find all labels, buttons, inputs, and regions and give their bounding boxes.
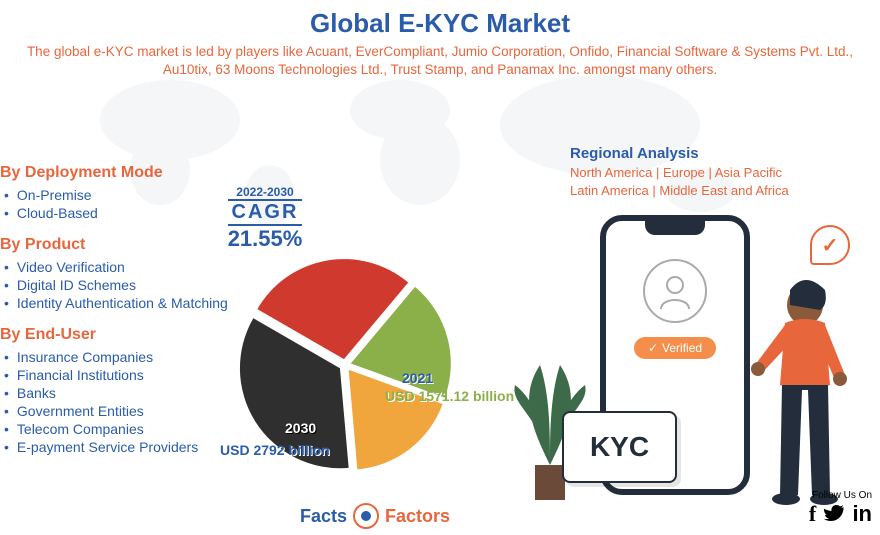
category-item: Video Verification	[0, 258, 250, 276]
pie-label-2021-val: USD 1571.12 billion	[385, 388, 514, 404]
brand-logo-icon	[348, 498, 385, 535]
verified-label: Verified	[662, 341, 702, 355]
category-item: Banks	[0, 384, 250, 402]
regional-line2: Latin America | Middle East and Africa	[570, 183, 850, 198]
brand-facts: Facts	[300, 506, 347, 527]
follow-us: Follow Us On f in	[807, 490, 872, 527]
category-header: By Deployment Mode	[0, 164, 250, 182]
category-header: By End-User	[0, 326, 250, 344]
category-list: Video VerificationDigital ID SchemesIden…	[0, 258, 250, 312]
page-title: Global E-KYC Market	[0, 0, 880, 39]
twitter-icon[interactable]	[824, 501, 850, 526]
category-item: Government Entities	[0, 402, 250, 420]
regional-title: Regional Analysis	[570, 145, 850, 162]
category-item: E-payment Service Providers	[0, 438, 250, 456]
pie-label-2021-year: 2021	[402, 370, 433, 386]
speech-bubble-icon: ✓	[810, 225, 850, 265]
category-item: Telecom Companies	[0, 420, 250, 438]
cagr-years: 2022-2030	[200, 185, 330, 199]
brand-factors: Factors	[385, 506, 450, 527]
avatar-icon	[643, 259, 707, 323]
phone-notch	[645, 221, 705, 235]
linkedin-icon[interactable]: in	[852, 501, 872, 526]
facebook-icon[interactable]: f	[809, 501, 816, 526]
regional-line1: North America | Europe | Asia Pacific	[570, 165, 850, 180]
follow-label: Follow Us On	[807, 490, 872, 501]
pie-label-2030-val: USD 2792 billion	[220, 442, 330, 458]
cagr-label: CAGR	[228, 199, 303, 226]
category-list: Insurance CompaniesFinancial Institution…	[0, 348, 250, 456]
category-item: Insurance Companies	[0, 348, 250, 366]
pie-label-2030-year: 2030	[285, 420, 316, 436]
illustration: ✓ Verified KYC ✓	[540, 215, 860, 515]
person-icon	[750, 275, 870, 505]
category-item: Financial Institutions	[0, 366, 250, 384]
cagr-box: 2022-2030 CAGR 21.55%	[200, 185, 330, 252]
kyc-card: KYC	[562, 411, 677, 483]
regional-analysis: Regional Analysis North America | Europe…	[570, 145, 850, 198]
brand-logo-text: Facts Factors	[300, 503, 450, 529]
category-item: Identity Authentication & Matching	[0, 294, 250, 312]
verified-badge: ✓ Verified	[634, 337, 716, 359]
category-item: Digital ID Schemes	[0, 276, 250, 294]
check-icon: ✓	[648, 341, 658, 355]
cagr-pct: 21.55%	[200, 226, 330, 252]
